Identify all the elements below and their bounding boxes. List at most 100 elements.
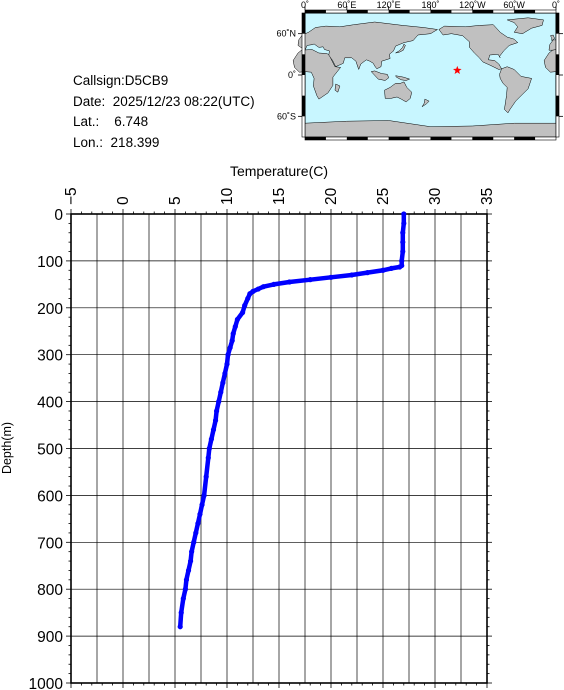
- y-tick-label: 900: [37, 629, 63, 646]
- map-frame-top-seg: [388, 10, 410, 13]
- profile-point: [399, 262, 405, 269]
- land-eurasia: [297, 21, 439, 71]
- lon-label: Lon.:: [73, 134, 104, 150]
- profile-point: [229, 338, 235, 344]
- station-star: [453, 65, 462, 74]
- y-tick-label: 800: [37, 582, 63, 599]
- map-frame-bottom-seg: [305, 137, 326, 140]
- profile-point: [255, 286, 261, 292]
- profile-point: [400, 239, 406, 245]
- x-tick-label: 20: [323, 187, 340, 205]
- plot-border: [70, 213, 488, 684]
- profile-point: [178, 610, 184, 616]
- profile-point: [225, 352, 231, 358]
- profile-point: [307, 277, 313, 283]
- map-frame: [301, 9, 560, 141]
- profile-point: [182, 586, 188, 592]
- y-tick-label: 100: [37, 254, 63, 271]
- callsign-value: D5CB9: [124, 73, 169, 88]
- profile-point: [214, 408, 220, 414]
- map-lon-tick-labels: 0˚ 60˚E 120˚E 180˚ 120˚W 60˚W 0˚: [301, 0, 560, 10]
- profile-point: [230, 330, 236, 337]
- map-frame-top-seg: [346, 10, 368, 13]
- map-frame-left-seg: [302, 54, 305, 75]
- profile-point: [250, 288, 256, 294]
- callsign-row: Callsign:D5CB9: [73, 71, 255, 92]
- profile-point: [401, 211, 407, 217]
- map-lon-tick-label: 180˚: [421, 0, 439, 10]
- plot-frame: [70, 213, 488, 684]
- profile-point: [191, 539, 197, 545]
- x-tick-label: 0: [115, 196, 132, 205]
- profile-point: [399, 258, 405, 264]
- profile-point: [247, 291, 253, 297]
- x-tick-label: 10: [219, 187, 236, 205]
- profile-point: [328, 274, 334, 280]
- map-lon-tick-label: 120˚E: [377, 0, 401, 10]
- profile-line: [177, 211, 407, 629]
- profile-point: [388, 265, 394, 272]
- profile-point: [222, 370, 228, 377]
- map-lat-tick-label: 60˚N: [276, 29, 296, 39]
- land-south-america: [499, 66, 532, 114]
- x-tick-label: 30: [427, 187, 444, 205]
- profile-point: [220, 380, 226, 386]
- map-frame-left-seg: [302, 13, 305, 34]
- date-value: 2025/12/23 08:22(UTC): [112, 93, 255, 109]
- plot-grid: [71, 214, 487, 683]
- land-new-zealand: [421, 98, 430, 107]
- profile-point: [240, 309, 246, 316]
- map-frame-right-seg: [556, 54, 559, 75]
- map-lon-tick-label: 0˚: [301, 0, 309, 10]
- profile-point: [195, 520, 201, 527]
- x-tick-label: 35: [479, 188, 496, 205]
- profile-point: [208, 436, 214, 442]
- lat-row: Lat.: 6.748: [73, 112, 255, 133]
- map-frame-top-seg: [472, 10, 494, 13]
- map-frame-right-seg: [556, 13, 559, 34]
- profile-point: [185, 567, 192, 574]
- map-frame-bottom-seg: [472, 137, 494, 140]
- profile-point: [210, 427, 217, 433]
- profile-point: [193, 530, 199, 536]
- map-frame-bottom-seg: [346, 137, 368, 140]
- y-tick-label: 700: [37, 535, 63, 552]
- land-borneo-guinea: [395, 75, 411, 81]
- lat-value: 6.748: [114, 114, 149, 129]
- lon-row: Lon.: 218.399: [73, 133, 255, 154]
- profile-point: [216, 399, 222, 405]
- profile-point: [271, 281, 277, 287]
- profile-point: [224, 361, 230, 367]
- profile-point: [183, 577, 190, 583]
- map-lat-tick-label: 0˚: [288, 70, 296, 80]
- profile-point: [205, 455, 211, 461]
- profile-point: [232, 323, 238, 330]
- x-tick-label: 5: [167, 196, 184, 205]
- profile-point: [206, 445, 212, 452]
- land-greenland: [507, 17, 544, 34]
- profile-point: [364, 270, 370, 276]
- x-tick-label: −5: [63, 187, 80, 205]
- map-frame-right-seg: [556, 95, 559, 117]
- profile-point: [177, 624, 183, 630]
- map-lon-tick-label: 60˚W: [503, 0, 525, 10]
- x-tick-label: 15: [271, 188, 288, 205]
- y-axis-ticks: 0 100 200 300 400 500 600 700 800 900 1000: [29, 207, 492, 690]
- profile-point: [188, 558, 194, 564]
- profile-point: [380, 267, 386, 273]
- map-frame-top-seg: [514, 10, 536, 13]
- lon-value: 218.399: [110, 134, 160, 150]
- y-tick-label: 300: [37, 348, 63, 365]
- x-axis-label: Temperature(C): [230, 163, 328, 179]
- land-north-america: [438, 24, 519, 70]
- profile-point: [199, 502, 205, 508]
- map-lat-tick-label: 60˚S: [277, 111, 296, 121]
- callsign-label: Callsign:: [73, 73, 125, 88]
- profile-point: [218, 389, 224, 395]
- profile-point: [349, 272, 355, 278]
- map-frame-bottom-seg: [430, 137, 452, 140]
- profile-point: [201, 492, 207, 498]
- date-label: Date:: [73, 93, 106, 109]
- profile-point: [242, 302, 248, 309]
- profile-point: [260, 284, 266, 290]
